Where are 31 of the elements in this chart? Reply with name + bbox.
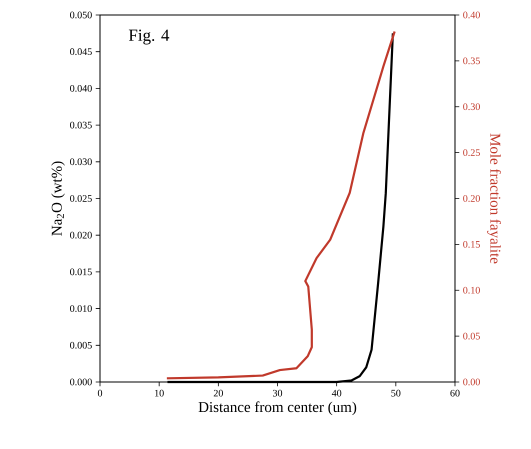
y-tick-label: 0.015 — [70, 268, 92, 276]
y2-tick-label: 0.40 — [463, 12, 480, 18]
x-tick-label: 20 — [214, 390, 223, 397]
y-tick-label: 0.035 — [70, 122, 92, 128]
y2-tick-label: 0.25 — [463, 149, 480, 156]
y-tick-label: 0.025 — [70, 195, 92, 202]
annotation: Fig. 4 — [128, 30, 170, 44]
x-tick-label: 60 — [450, 390, 460, 397]
y-axis-title: Na$_{2}$O (wt%) — [51, 162, 65, 236]
y-tick-label: 0.005 — [70, 342, 92, 349]
y-tick-label: 0.020 — [70, 232, 92, 239]
y-tick-label: 0.010 — [70, 305, 92, 312]
y2-tick-label: 0.15 — [463, 240, 480, 248]
y-tick-label: 0.045 — [70, 48, 92, 56]
x-tick-label: 50 — [391, 390, 400, 397]
y2-axis-title: Mole fraction fayalite — [487, 134, 501, 264]
y2-tick-label: 0.30 — [463, 103, 480, 110]
y2-tick-label: 0.05 — [463, 332, 480, 340]
x-tick-label: 30 — [272, 390, 282, 397]
y-tick-label: 0.040 — [70, 84, 92, 92]
y-tick-label: 0.000 — [70, 378, 92, 386]
x-tick-label: 10 — [155, 390, 164, 397]
x-axis-title: Distance from center (um) — [198, 401, 356, 416]
y2-tick-label: 0.00 — [463, 378, 480, 386]
y2-tick-label: 0.10 — [463, 286, 480, 294]
y-tick-label: 0.030 — [70, 158, 92, 166]
y2-tick-label: 0.35 — [463, 57, 480, 64]
y-tick-label: 0.050 — [70, 12, 92, 18]
x-tick-label: 40 — [332, 390, 342, 397]
y2-tick-label: 0.20 — [463, 195, 480, 202]
x-tick-label: 0 — [98, 390, 102, 397]
